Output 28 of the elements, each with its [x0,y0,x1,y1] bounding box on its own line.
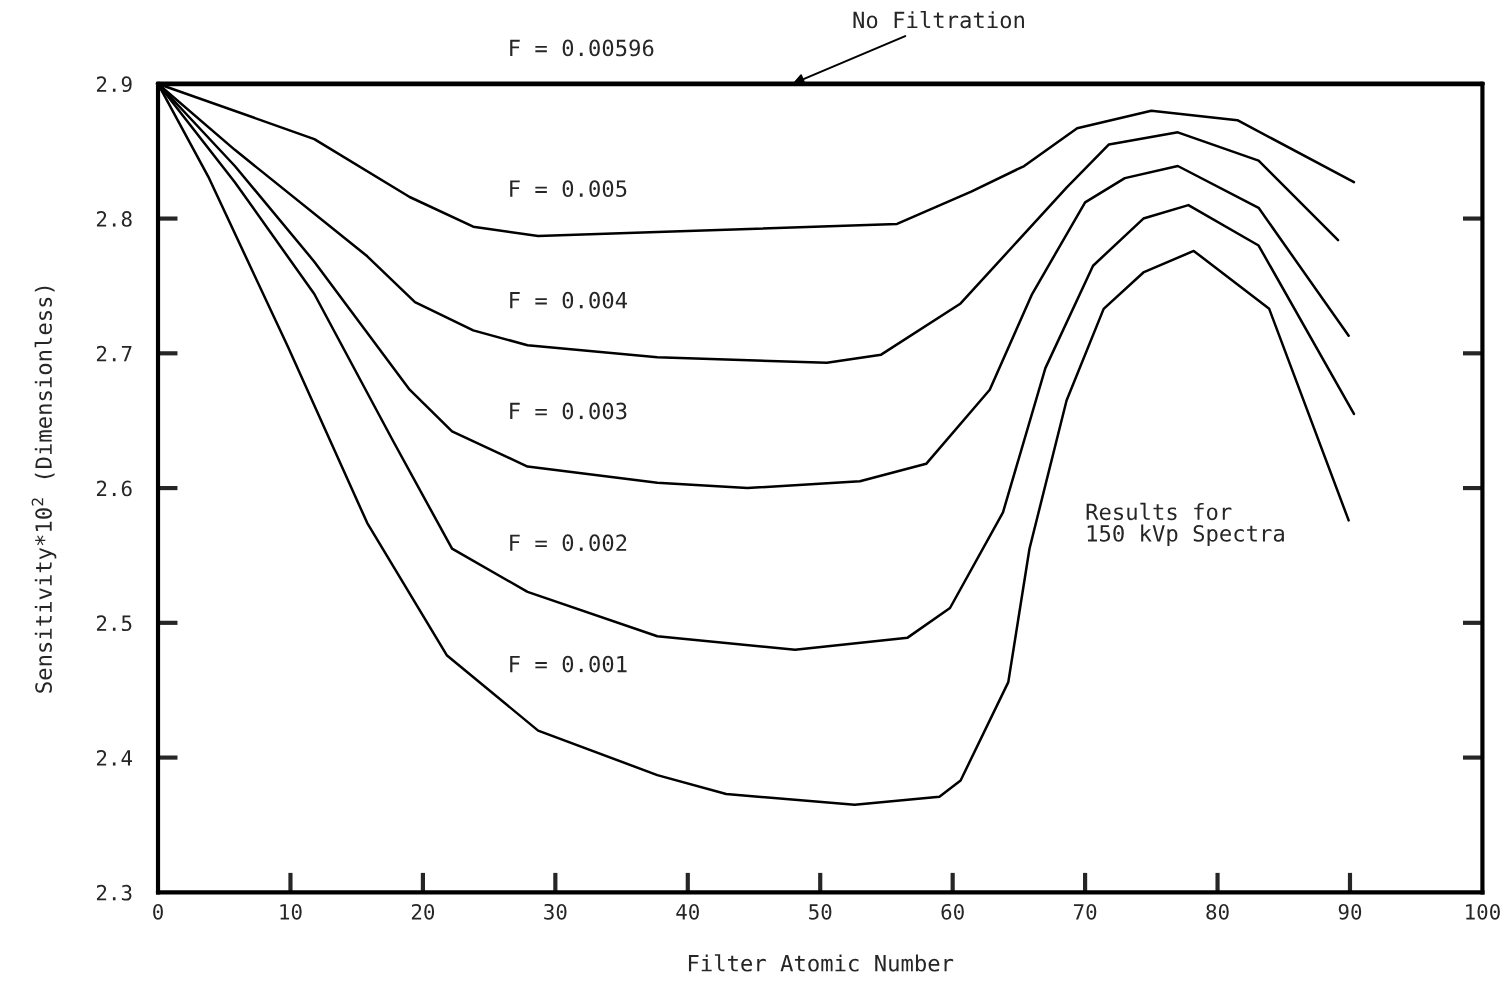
y-tick-label: 2.8 [96,211,132,227]
series-label: F = 0.00596 [510,39,654,57]
x-tick-label: 80 [1206,903,1229,920]
x-tick-label: 90 [1338,903,1362,920]
x-tick-label: 0 [153,903,163,920]
x-tick-label: 40 [676,903,699,920]
y-tick-label: 2.5 [96,615,132,632]
y-tick-label: 2.7 [96,345,132,362]
y-tick-label: 2.3 [96,884,132,901]
x-tick-label: 50 [809,903,832,920]
x-tick-label: 20 [411,903,435,920]
series-label: F = 0.005 [510,180,627,198]
annotation: No Filtration [853,11,1024,29]
y-tick-label: 2.9 [96,76,132,93]
series-label: F = 0.004 [510,291,628,309]
x-tick-label: 30 [544,903,567,920]
x-axis-title: Filter Atomic Number [688,954,954,972]
series-label: F = 0.001 [510,655,627,673]
series-label: F = 0.003 [510,402,627,420]
annotation: Results for 150 kVp Spectra [1086,502,1284,547]
series-label: F = 0.002 [510,534,627,552]
x-tick-label: 100 [1466,903,1500,920]
x-tick-label: 70 [1073,903,1097,920]
x-tick-label: 60 [941,903,964,920]
x-tick-label: 10 [280,903,302,920]
text: Sensitivity*10$^{2}$ (Dimensionless) [31,286,57,693]
y-tick-label: 2.4 [96,750,133,766]
y-tick-label: 2.6 [96,480,132,497]
